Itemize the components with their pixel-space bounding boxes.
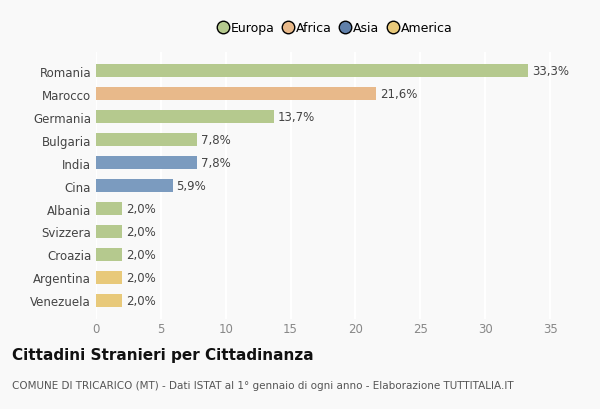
Text: 7,8%: 7,8% (201, 134, 231, 147)
Text: 2,0%: 2,0% (126, 225, 155, 238)
Bar (96, 65, 528, 78)
Text: 5,9%: 5,9% (176, 180, 206, 193)
Bar (96, 272, 122, 284)
Text: Cittadini Stranieri per Cittadinanza: Cittadini Stranieri per Cittadinanza (12, 348, 314, 363)
Text: 2,0%: 2,0% (126, 271, 155, 284)
Text: 2,0%: 2,0% (126, 294, 155, 307)
Text: COMUNE DI TRICARICO (MT) - Dati ISTAT al 1° gennaio di ogni anno - Elaborazione : COMUNE DI TRICARICO (MT) - Dati ISTAT al… (12, 380, 514, 390)
Bar (96, 134, 197, 146)
Bar (96, 88, 376, 101)
Text: 7,8%: 7,8% (201, 157, 231, 170)
Bar (96, 226, 122, 238)
Text: 21,6%: 21,6% (380, 88, 418, 101)
Text: 13,7%: 13,7% (278, 111, 315, 124)
Bar (96, 203, 122, 215)
Text: 33,3%: 33,3% (532, 65, 569, 78)
Bar (96, 249, 122, 261)
Bar (96, 294, 122, 307)
Text: 2,0%: 2,0% (126, 248, 155, 261)
Bar (96, 111, 274, 124)
Bar (96, 180, 173, 192)
Legend: Europa, Africa, Asia, America: Europa, Africa, Asia, America (217, 20, 455, 38)
Text: 2,0%: 2,0% (126, 202, 155, 216)
Bar (96, 157, 197, 169)
